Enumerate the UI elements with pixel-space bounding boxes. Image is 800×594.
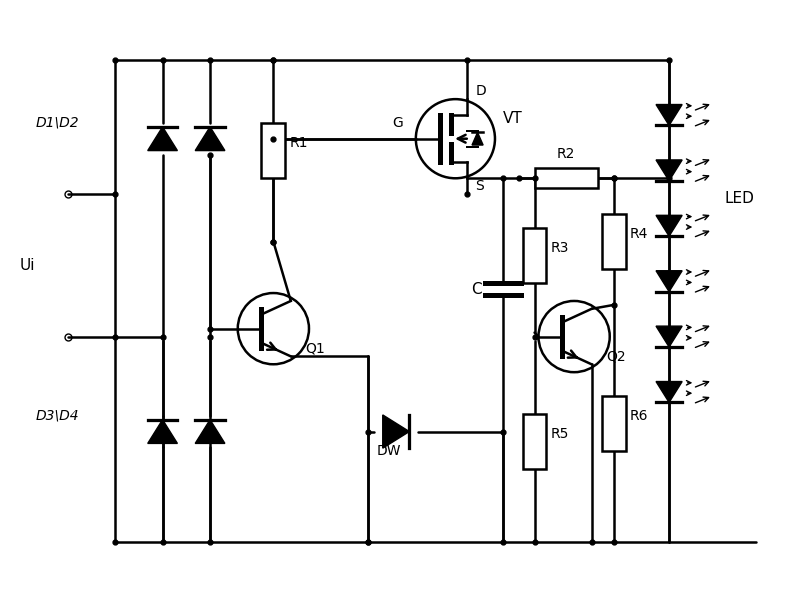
Text: G: G (392, 116, 403, 130)
Polygon shape (656, 105, 682, 125)
Bar (602, 214, 626, 269)
Polygon shape (472, 132, 483, 145)
Text: VT: VT (503, 111, 522, 126)
Polygon shape (656, 271, 682, 292)
Polygon shape (656, 326, 682, 347)
Text: C: C (471, 282, 482, 296)
Text: R6: R6 (630, 409, 648, 423)
Bar (602, 396, 626, 451)
Text: D: D (475, 84, 486, 98)
Text: LED: LED (725, 191, 754, 206)
Polygon shape (382, 415, 410, 448)
Text: Ui: Ui (20, 258, 36, 273)
Text: S: S (475, 179, 484, 193)
Polygon shape (656, 160, 682, 181)
Polygon shape (195, 420, 225, 443)
Text: Q2: Q2 (606, 349, 626, 364)
Text: R2: R2 (557, 147, 575, 162)
Text: Q1: Q1 (305, 342, 325, 355)
Bar (534, 168, 598, 188)
Polygon shape (195, 127, 225, 151)
Polygon shape (656, 215, 682, 236)
Text: R5: R5 (550, 426, 569, 441)
Text: R4: R4 (630, 227, 648, 241)
Polygon shape (148, 420, 178, 443)
Text: D3\D4: D3\D4 (36, 409, 79, 423)
Polygon shape (656, 381, 682, 402)
Bar (522, 414, 546, 469)
Text: R1: R1 (289, 135, 308, 150)
Bar (522, 228, 546, 283)
Bar (262, 123, 286, 178)
Text: D1\D2: D1\D2 (36, 116, 79, 130)
Text: DW: DW (376, 444, 401, 459)
Polygon shape (148, 127, 178, 151)
Text: R3: R3 (550, 241, 569, 255)
